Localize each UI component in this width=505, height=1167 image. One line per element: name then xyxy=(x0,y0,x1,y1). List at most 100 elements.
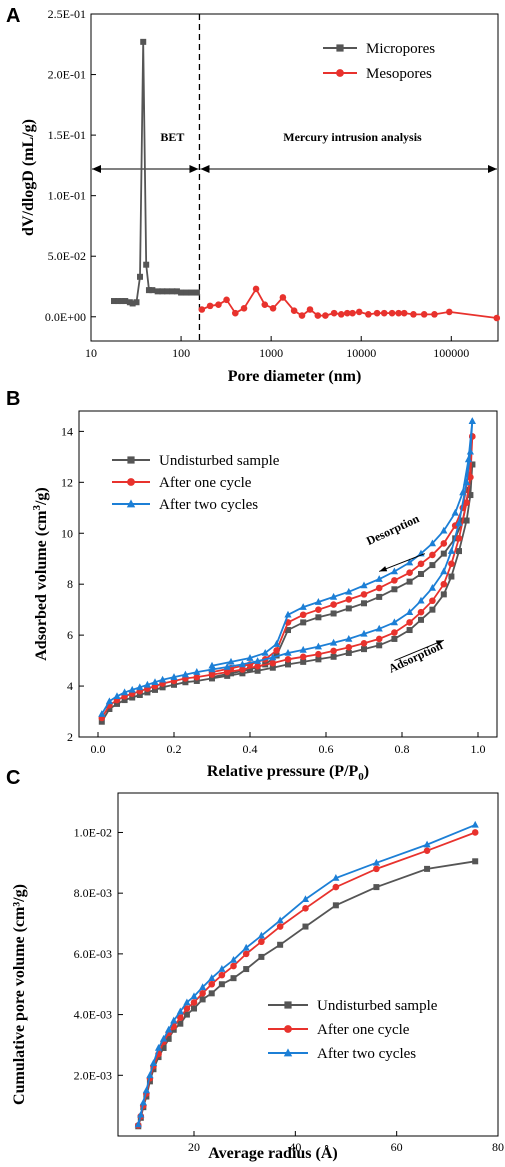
legend-label: After one cycle xyxy=(317,1022,410,1038)
data-point xyxy=(406,578,413,585)
data-point xyxy=(258,953,265,960)
data-point xyxy=(455,519,463,526)
data-point xyxy=(300,658,307,665)
y-axis-title: Cumulative pore volume (cm³/g) xyxy=(11,884,28,1105)
data-point xyxy=(160,1044,167,1051)
x-tick-label: 0.0 xyxy=(91,742,106,756)
data-point xyxy=(269,659,277,667)
data-point xyxy=(375,635,383,643)
data-point xyxy=(122,298,129,305)
data-point xyxy=(139,1098,147,1106)
data-point xyxy=(98,710,106,717)
data-point xyxy=(469,461,476,468)
data-point xyxy=(151,678,159,686)
y-tick-label: 1.5E-01 xyxy=(48,128,86,142)
data-point xyxy=(190,992,198,1000)
x-tick-label: 1000 xyxy=(259,346,283,360)
y-tick-label: 4.0E-03 xyxy=(74,1008,112,1022)
data-point xyxy=(199,983,207,991)
branch-label: Desorption xyxy=(364,511,422,548)
data-point xyxy=(355,308,363,316)
chart-panel-c: C 20 40 60 80 2.0E-03 4.0E-03 6.0E-03 8.0E-03 1.0… xyxy=(6,767,504,1162)
data-point xyxy=(302,905,309,912)
data-point xyxy=(247,666,253,673)
data-point xyxy=(182,679,189,686)
data-point xyxy=(468,417,476,424)
y-tick-label: 4 xyxy=(67,679,73,693)
data-point xyxy=(279,294,287,301)
data-point xyxy=(410,311,417,318)
legend-marker xyxy=(284,1025,292,1033)
data-point xyxy=(376,642,383,649)
data-point xyxy=(315,606,322,613)
x-tick-label: 100000 xyxy=(433,346,469,360)
data-point xyxy=(391,635,398,642)
data-point xyxy=(254,662,261,670)
data-point xyxy=(269,653,277,661)
data-point xyxy=(164,288,171,295)
data-point xyxy=(193,677,200,684)
data-point xyxy=(254,667,261,674)
data-point xyxy=(183,1011,190,1018)
legend-label: After one cycle xyxy=(159,475,252,491)
data-point xyxy=(463,499,470,506)
data-point xyxy=(277,941,284,948)
data-point xyxy=(330,638,338,646)
data-point xyxy=(243,966,250,973)
data-point xyxy=(129,694,136,701)
data-point xyxy=(232,309,239,317)
data-point xyxy=(257,931,265,939)
data-point xyxy=(440,567,448,575)
data-point xyxy=(190,999,198,1006)
x-axis-title: Pore diameter (nm) xyxy=(228,368,362,385)
data-point xyxy=(417,596,425,604)
data-point xyxy=(418,571,424,577)
y-axis-title: Adsorbed volume (cm3/g) xyxy=(31,487,50,661)
data-point xyxy=(199,996,206,1003)
data-point xyxy=(337,311,345,318)
data-point xyxy=(375,575,383,582)
data-point xyxy=(136,691,143,698)
data-point xyxy=(391,629,398,636)
y-tick-label: 6.0E-03 xyxy=(74,947,112,961)
data-point xyxy=(345,634,353,642)
direction-arrow xyxy=(394,639,444,662)
x-axis-title: Relative pressure (P/P0) xyxy=(207,763,369,783)
data-point xyxy=(395,309,402,317)
data-point xyxy=(269,664,276,671)
data-point xyxy=(110,298,117,305)
data-point xyxy=(223,296,230,304)
adsorption-line xyxy=(101,421,474,715)
data-point xyxy=(199,990,206,997)
x-tick-label: 40 xyxy=(289,1140,301,1154)
data-point xyxy=(388,309,396,317)
data-point xyxy=(332,902,339,909)
legend-label: Undisturbed sample xyxy=(159,453,280,469)
data-point xyxy=(451,508,459,516)
data-point xyxy=(230,975,237,982)
data-point xyxy=(345,644,353,651)
legend-label: Mesopores xyxy=(366,66,432,82)
range-arrow-head xyxy=(488,165,497,174)
data-point xyxy=(376,593,383,600)
data-point xyxy=(229,955,238,963)
data-point xyxy=(145,287,152,294)
data-point xyxy=(301,895,310,903)
data-point xyxy=(375,584,383,592)
data-point xyxy=(467,492,474,499)
y-tick-label: 2.0E-01 xyxy=(48,68,86,82)
direction-arrow xyxy=(379,553,425,572)
data-point xyxy=(314,642,322,650)
data-point xyxy=(230,962,237,970)
chart-panel-b: B 0.0 0.2 0.4 0.6 0.8 1.0 2 4 6 8 10 12 14 Relative pr… xyxy=(6,388,498,783)
adsorption-line xyxy=(101,464,474,723)
data-point xyxy=(181,670,189,678)
data-point xyxy=(228,670,234,677)
x-tick-label: 1.0 xyxy=(471,742,486,756)
data-point xyxy=(417,560,425,568)
data-point xyxy=(121,697,128,704)
data-point xyxy=(445,308,453,316)
y-tick-label: 10 xyxy=(61,526,73,540)
y-tick-label: 1.0E-01 xyxy=(48,189,86,203)
